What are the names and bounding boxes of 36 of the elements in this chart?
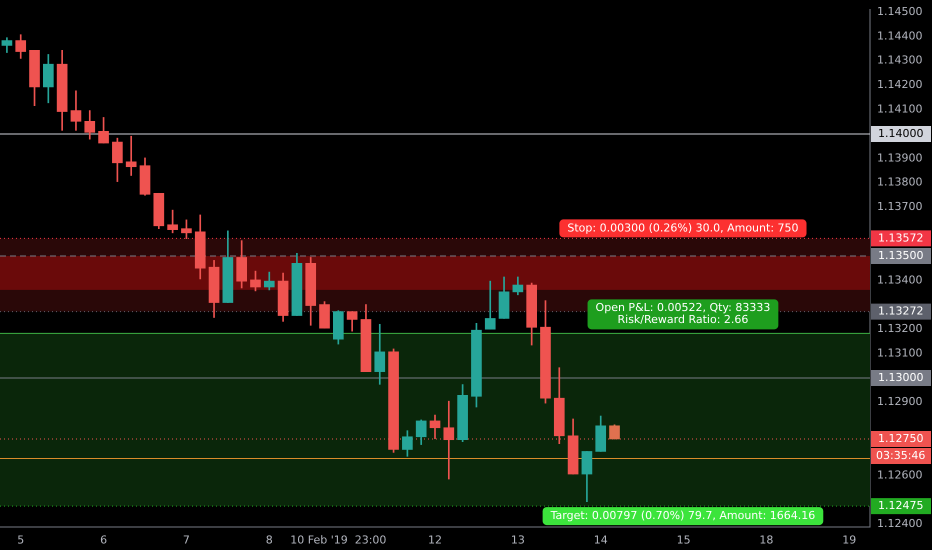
x-tick-label: 15 (676, 533, 691, 546)
ref-line-label: 1.13500 (878, 248, 924, 262)
x-tick-label: 8 (266, 533, 273, 546)
y-tick-label: 1.12400 (877, 517, 922, 530)
text: 03:35:46 (876, 448, 926, 462)
ref-line-label: 1.13572 (878, 231, 924, 244)
x-tick-label: 14 (594, 533, 608, 546)
x-tick-label: 12 (428, 533, 442, 546)
y-tick-label: 1.14400 (877, 29, 922, 42)
x-tick-label: 13 (510, 533, 525, 546)
x-tick-label: 7 (182, 533, 190, 546)
y-tick-label: 1.13100 (877, 346, 922, 360)
y-tick-label: 1.13800 (877, 176, 922, 189)
y-tick-label: 1.12600 (877, 468, 922, 482)
y-tick-label: 1.14100 (877, 102, 922, 116)
y-tick-label: 1.12900 (877, 395, 922, 408)
ref-line-label: 1.13000 (878, 370, 924, 384)
band-label: Target: 0.00797 (0.70%) 79.7, Amount: 1664.16 (550, 508, 816, 522)
ref-line-label: 1.12475 (878, 498, 924, 512)
x-tick-label: 18 (759, 533, 774, 546)
ref-line-label: 1.12750 (878, 432, 924, 445)
band-label: Stop: 0.00300 (0.26%) 30.0, Amount: 750 (567, 221, 799, 234)
ref-line-label: 1.13272 (878, 304, 924, 318)
y-tick-label: 1.13400 (877, 273, 922, 286)
y-tick-label: 1.14300 (877, 54, 922, 67)
x-tick-label: 5 (17, 533, 24, 546)
y-tick-label: 1.14200 (877, 78, 922, 92)
y-tick-label: 1.13200 (877, 322, 922, 336)
y-tick-label: 1.13700 (877, 200, 922, 214)
x-tick-label: 19 (842, 533, 856, 546)
y-tick-label: 1.14500 (877, 4, 922, 18)
x-tick-label: 6 (100, 533, 108, 546)
x-tick-label: 10 Feb '19 23:00 (290, 533, 386, 546)
y-tick-label: 1.13900 (877, 151, 922, 164)
annotation: Open P&L: 0.00522, Qty: 83333 Risk/Reward Ratio: 2.66 (596, 301, 770, 326)
ref-line-label: 1.14000 (878, 126, 924, 140)
